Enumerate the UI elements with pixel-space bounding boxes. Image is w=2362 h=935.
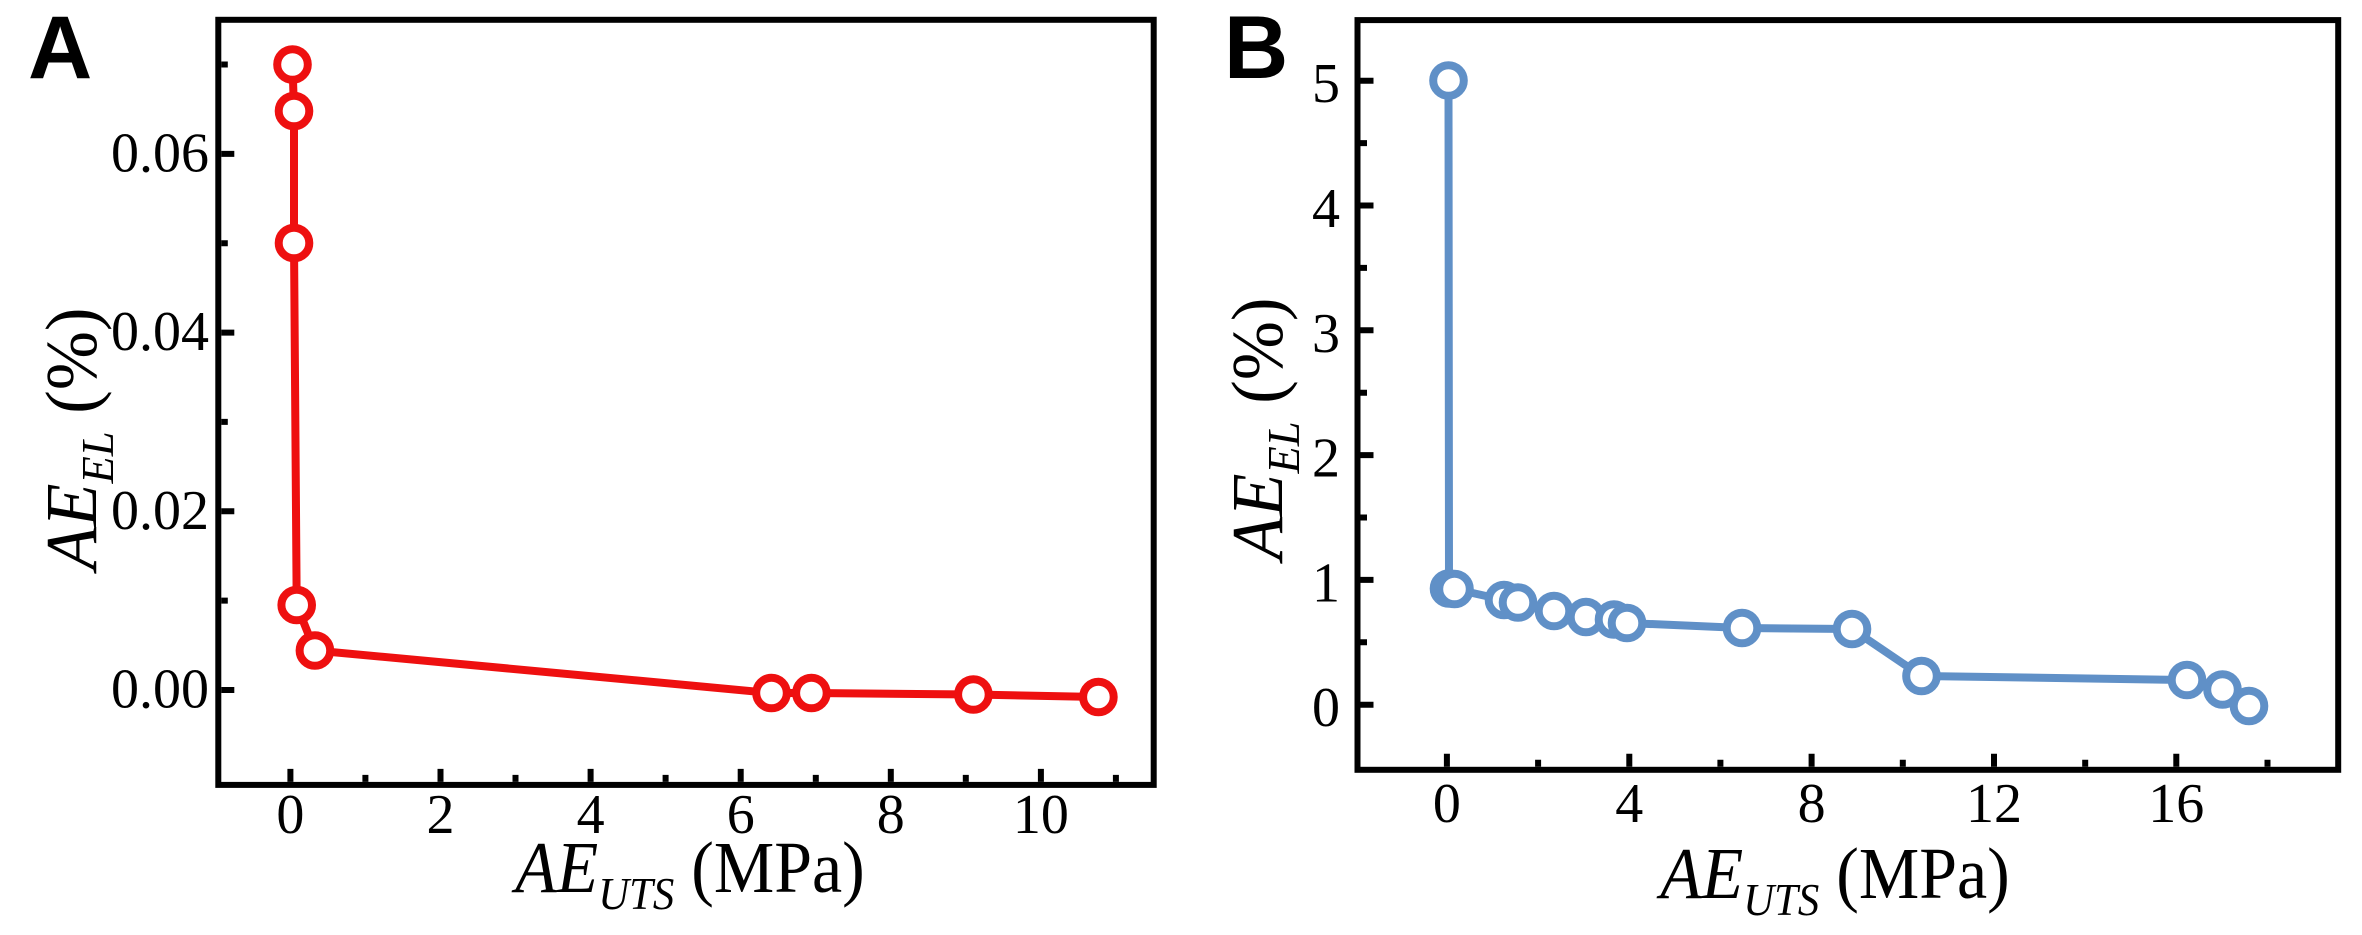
svg-text:3: 3	[1312, 303, 1340, 365]
svg-text:10: 10	[1013, 784, 1069, 846]
svg-text:AEUTS (MPa): AEUTS (MPa)	[511, 828, 864, 920]
svg-text:0: 0	[1312, 677, 1340, 739]
svg-text:AEEL (%): AEEL (%)	[1217, 298, 1309, 564]
svg-text:2: 2	[427, 784, 455, 846]
svg-text:B: B	[1224, 0, 1288, 97]
svg-text:8: 8	[1798, 773, 1826, 835]
svg-text:1: 1	[1312, 552, 1340, 614]
svg-text:4: 4	[1615, 773, 1643, 835]
svg-text:8: 8	[877, 784, 905, 846]
svg-text:2: 2	[1312, 428, 1340, 490]
svg-text:A: A	[28, 0, 92, 97]
svg-text:0.06: 0.06	[111, 123, 209, 185]
svg-text:0.00: 0.00	[111, 659, 209, 721]
svg-text:6: 6	[727, 784, 755, 846]
svg-text:0: 0	[276, 784, 304, 846]
svg-text:0.04: 0.04	[111, 301, 209, 363]
svg-text:12: 12	[1966, 773, 2022, 835]
svg-text:4: 4	[1312, 178, 1340, 240]
svg-text:16: 16	[2148, 773, 2204, 835]
svg-text:4: 4	[577, 784, 605, 846]
svg-text:5: 5	[1312, 53, 1340, 115]
svg-text:0: 0	[1433, 773, 1461, 835]
svg-text:0.02: 0.02	[111, 480, 209, 542]
svg-text:AEUTS (MPa): AEUTS (MPa)	[1656, 834, 2009, 926]
svg-text:AEEL (%): AEEL (%)	[31, 308, 123, 574]
